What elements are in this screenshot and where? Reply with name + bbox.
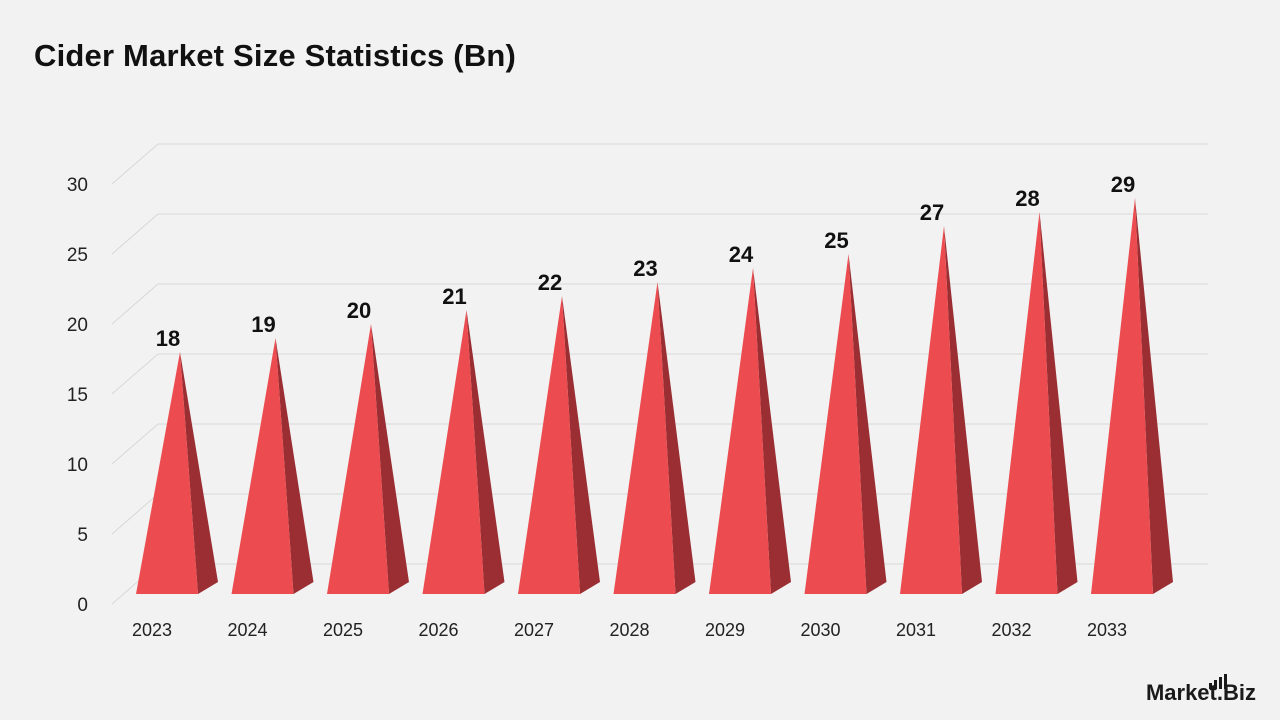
x-tick-label: 2030 <box>800 620 840 640</box>
bar <box>995 212 1078 594</box>
x-tick-label: 2027 <box>514 620 554 640</box>
data-label: 19 <box>251 312 275 337</box>
data-label: 29 <box>1111 172 1135 197</box>
bar <box>804 254 887 594</box>
bar <box>327 324 409 594</box>
y-tick-label: 10 <box>67 455 88 476</box>
bar <box>518 296 600 594</box>
brand-name-market: Market <box>1145 680 1217 705</box>
y-tick-label: 20 <box>67 315 88 336</box>
y-tick-label: 0 <box>77 595 88 616</box>
x-tick-label: 2026 <box>418 620 458 640</box>
grid-line <box>111 143 1208 185</box>
bar <box>1091 198 1173 594</box>
bar <box>709 268 791 594</box>
bar <box>613 282 696 594</box>
data-label: 23 <box>633 256 657 281</box>
y-tick-label: 25 <box>67 245 88 266</box>
bar <box>136 352 218 594</box>
data-label: 28 <box>1015 186 1039 211</box>
x-tick-label: 2032 <box>991 620 1031 640</box>
data-label: 20 <box>347 298 371 323</box>
x-tick-label: 2023 <box>132 620 172 640</box>
brand-logo: Market .Biz <box>1145 674 1256 706</box>
data-label: 25 <box>824 228 848 253</box>
x-tick-label: 2025 <box>323 620 363 640</box>
x-tick-label: 2031 <box>896 620 936 640</box>
brand-name-biz: .Biz <box>1216 680 1256 705</box>
bar <box>900 226 982 594</box>
data-label: 22 <box>538 270 562 295</box>
y-tick-label: 30 <box>67 175 88 196</box>
grid-line <box>111 213 1208 255</box>
y-tick-label: 15 <box>67 385 88 406</box>
data-label: 18 <box>156 326 180 351</box>
data-label: 27 <box>920 200 944 225</box>
data-label: 24 <box>729 242 754 267</box>
bar <box>231 338 314 594</box>
x-tick-label: 2033 <box>1087 620 1127 640</box>
chart-title: Cider Market Size Statistics (Bn) <box>34 38 517 73</box>
brand-bars-icon <box>1208 674 1227 689</box>
bar <box>422 310 505 594</box>
y-tick-label: 5 <box>77 525 88 546</box>
data-label: 21 <box>442 284 466 309</box>
x-tick-label: 2029 <box>705 620 745 640</box>
x-tick-label: 2024 <box>227 620 267 640</box>
x-tick-label: 2028 <box>609 620 649 640</box>
